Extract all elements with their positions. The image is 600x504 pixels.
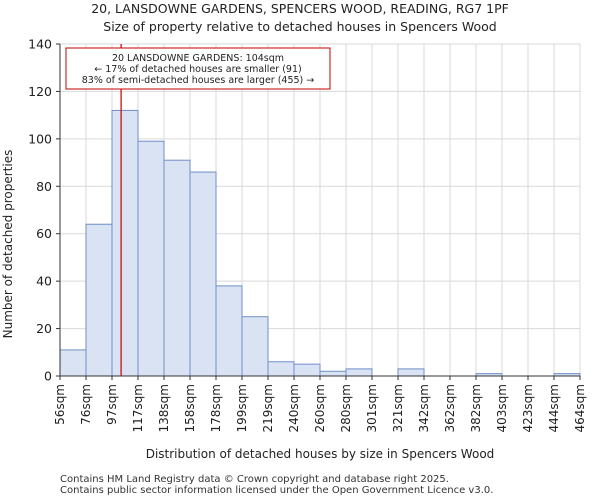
footer: Contains HM Land Registry data © Crown c… <box>60 474 493 496</box>
histogram-bar <box>163 159 191 377</box>
x-tick-label: 260sqm <box>313 384 327 432</box>
x-tick-label: 138sqm <box>157 384 171 432</box>
annotation-border <box>65 47 331 90</box>
y-tick-label: 100 <box>28 131 52 146</box>
y-tick-label: 80 <box>36 179 52 194</box>
histogram-bar <box>345 368 373 377</box>
x-tick-label: 76sqm <box>79 384 93 425</box>
histogram-bar <box>293 363 321 377</box>
x-tick-label: 444sqm <box>547 384 561 432</box>
y-axis-label: Number of detached properties <box>1 150 15 339</box>
y-tick-label: 40 <box>36 274 52 289</box>
histogram-bar <box>189 171 217 377</box>
x-tick-label: 280sqm <box>339 384 353 432</box>
y-tick-label: 0 <box>44 369 52 384</box>
histogram-bar <box>319 370 347 377</box>
annotation-box: 20 LANSDOWNE GARDENS: 104sqm ← 17% of de… <box>65 47 331 90</box>
x-tick-label: 382sqm <box>469 384 483 432</box>
x-tick-label: 97sqm <box>105 384 119 425</box>
annotation-line3: 83% of semi-detached houses are larger (… <box>82 75 315 86</box>
chart-title-line2: Size of property relative to detached ho… <box>103 19 496 34</box>
x-tick-label: 178sqm <box>209 384 223 432</box>
x-axis-label: Distribution of detached houses by size … <box>146 447 495 461</box>
y-tick-label: 20 <box>36 321 52 336</box>
x-tick-labels: 56sqm 76sqm 97sqm 117sqm 138sqm 158sqm 178sqm 1… <box>53 376 587 432</box>
x-tick-label: 117sqm <box>131 384 145 432</box>
histogram-bar <box>59 349 87 377</box>
annotation-line1: 20 LANSDOWNE GARDENS: 104sqm <box>112 53 284 64</box>
x-tick-label: 464sqm <box>573 384 587 432</box>
x-tick-label: 403sqm <box>495 384 509 432</box>
chart-title-line1: 20, LANSDOWNE GARDENS, SPENCERS WOOD, RE… <box>91 1 509 16</box>
footer-line2: Contains public sector information licen… <box>60 485 494 496</box>
y-tick-label: 120 <box>28 84 52 99</box>
x-tick-label: 362sqm <box>443 384 457 432</box>
histogram-bar <box>111 109 139 377</box>
y-tick-label: 60 <box>36 226 52 241</box>
histogram-bar <box>267 361 295 377</box>
histogram-bar <box>397 368 425 377</box>
histogram-bar <box>85 223 113 377</box>
annotation-line2: ← 17% of detached houses are smaller (91… <box>94 64 301 75</box>
y-tick-labels: 0 20 40 60 80 100 120 140 <box>28 37 60 384</box>
histogram-bar <box>241 316 269 377</box>
histogram-bar <box>215 285 243 377</box>
y-tick-label: 140 <box>28 37 52 52</box>
x-tick-label: 56sqm <box>53 384 67 425</box>
bars-layer <box>59 109 581 377</box>
x-tick-label: 158sqm <box>183 384 197 432</box>
x-tick-label: 219sqm <box>261 384 275 432</box>
x-tick-label: 423sqm <box>521 384 535 432</box>
footer-line1: Contains HM Land Registry data © Crown c… <box>60 474 449 485</box>
x-tick-label: 301sqm <box>365 384 379 432</box>
x-tick-label: 321sqm <box>391 384 405 432</box>
histogram-bar <box>137 140 165 377</box>
x-tick-label: 240sqm <box>287 384 301 432</box>
x-tick-label: 342sqm <box>417 384 431 432</box>
x-tick-label: 199sqm <box>235 384 249 432</box>
